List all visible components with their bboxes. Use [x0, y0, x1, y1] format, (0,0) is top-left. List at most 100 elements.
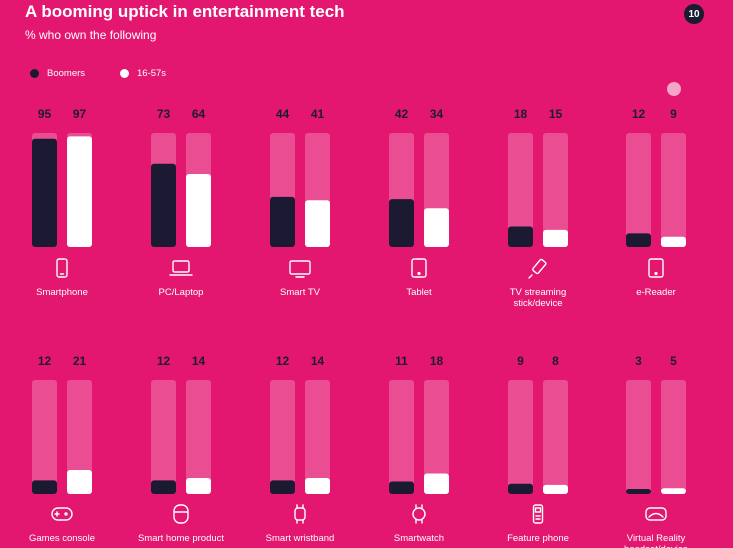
bar-boomers [389, 481, 414, 494]
bar-boomers [151, 480, 176, 494]
category-label: Smartwatch [394, 533, 444, 544]
chart-subtitle: % who own the following [25, 28, 157, 42]
category-label: Smart home product [138, 533, 224, 544]
bar-boomers [270, 196, 295, 247]
bar-boomers [508, 226, 533, 247]
smart-wristband-icon [294, 504, 306, 524]
bar-track-boomers [508, 133, 533, 247]
value-label-16-57s: 14 [311, 354, 325, 368]
bar-track-boomers [151, 380, 176, 494]
bar-16-57s [424, 473, 449, 494]
value-label-boomers: 12 [276, 354, 290, 368]
games-console-icon [51, 507, 73, 521]
bar-track-16-57s [305, 380, 330, 494]
category-label: Games console [29, 533, 95, 544]
bar-16-57s [305, 478, 330, 494]
bar-boomers [626, 233, 651, 247]
smart-tv-icon [289, 260, 311, 278]
value-label-16-57s: 14 [192, 354, 206, 368]
bar-boomers [389, 199, 414, 247]
value-label-16-57s: 21 [73, 354, 87, 368]
value-label-boomers: 18 [514, 107, 528, 121]
category-label: Smart wristband [266, 533, 335, 544]
value-label-boomers: 12 [157, 354, 171, 368]
bar-group-smartwatch: 11 18 Smartwatch [389, 354, 449, 544]
value-label-boomers: 73 [157, 107, 171, 121]
value-label-16-57s: 9 [670, 107, 677, 121]
value-label-16-57s: 5 [670, 354, 677, 368]
bar-track-boomers [32, 380, 57, 494]
bar-16-57s [661, 236, 686, 247]
laptop-icon [169, 260, 193, 276]
value-label-16-57s: 15 [549, 107, 563, 121]
feature-phone-icon [532, 504, 544, 524]
bar-group-streaming-stick: 18 15 TV streaming stick/device [508, 107, 568, 309]
legend-swatch-16-57s [120, 69, 129, 78]
bar-track-16-57s [661, 133, 686, 247]
category-label: e-Reader [636, 287, 676, 298]
bar-track-boomers [626, 380, 651, 494]
category-label: PC/Laptop [159, 287, 204, 298]
bar-group-tablet: 42 34 Tablet [389, 107, 449, 298]
value-label-boomers: 11 [395, 354, 408, 368]
bar-16-57s [67, 470, 92, 494]
bar-track-boomers [389, 380, 414, 494]
bar-16-57s [67, 136, 92, 247]
bar-16-57s [424, 208, 449, 247]
bar-track-16-57s [661, 380, 686, 494]
bar-track-boomers [626, 133, 651, 247]
decorative-badge-icon [667, 82, 681, 96]
value-label-16-57s: 64 [192, 107, 206, 121]
value-label-boomers: 3 [635, 354, 642, 368]
bar-group-smart-wristband: 12 14 Smart wristband [266, 354, 335, 544]
bar-group-feature-phone: 9 8 Feature phone [507, 354, 569, 544]
bar-track-16-57s [424, 380, 449, 494]
bar-track-boomers [270, 380, 295, 494]
bar-16-57s [543, 229, 568, 247]
legend-entry-16-57s: 16-57s [120, 68, 210, 79]
bar-track-boomers [508, 380, 533, 494]
bar-track-16-57s [543, 380, 568, 494]
bar-16-57s [186, 174, 211, 247]
value-label-boomers: 42 [395, 107, 409, 121]
smartphone-icon [56, 258, 68, 278]
bar-track-16-57s [543, 133, 568, 247]
bar-group-vr-headset: 3 5 Virtual Realityheadset/device [624, 354, 688, 548]
value-label-boomers: 9 [517, 354, 524, 368]
value-label-16-57s: 41 [311, 107, 325, 121]
bar-16-57s [186, 478, 211, 494]
legend: Boomers 16-57s [30, 68, 210, 79]
smart-home-icon [173, 504, 189, 524]
bar-group-smart-tv: 44 41 Smart TV [270, 107, 330, 298]
bar-track-16-57s [186, 380, 211, 494]
bar-boomers [508, 483, 533, 494]
streaming-stick-icon [528, 258, 547, 279]
bar-boomers [270, 480, 295, 494]
bar-group-smartphone: 95 97 Smartphone [32, 107, 92, 298]
category-label: Virtual Realityheadset/device [624, 533, 688, 548]
value-label-16-57s: 34 [430, 107, 444, 121]
e-reader-icon [648, 258, 664, 278]
category-label: Tablet [406, 287, 432, 298]
page-number-badge: 10 [684, 4, 704, 24]
value-label-16-57s: 8 [552, 354, 559, 368]
bar-boomers [32, 480, 57, 494]
category-label: Smart TV [280, 287, 321, 298]
bar-boomers [151, 163, 176, 247]
legend-swatch-boomers [30, 69, 39, 78]
bar-group-smart-home: 12 14 Smart home product [138, 354, 224, 544]
category-label: TV streaming stick/device [510, 287, 567, 309]
smartwatch-icon [412, 504, 426, 524]
bar-group-games-console: 12 21 Games console [29, 354, 95, 544]
bar-16-57s [305, 200, 330, 247]
value-label-boomers: 12 [38, 354, 52, 368]
bar-track-16-57s [67, 380, 92, 494]
value-label-boomers: 12 [632, 107, 646, 121]
bar-group-laptop: 73 64 PC/Laptop [151, 107, 211, 298]
bar-16-57s [661, 488, 686, 494]
value-label-boomers: 44 [276, 107, 290, 121]
bar-16-57s [543, 484, 568, 494]
value-label-16-57s: 97 [73, 107, 87, 121]
category-label: Feature phone [507, 533, 569, 544]
